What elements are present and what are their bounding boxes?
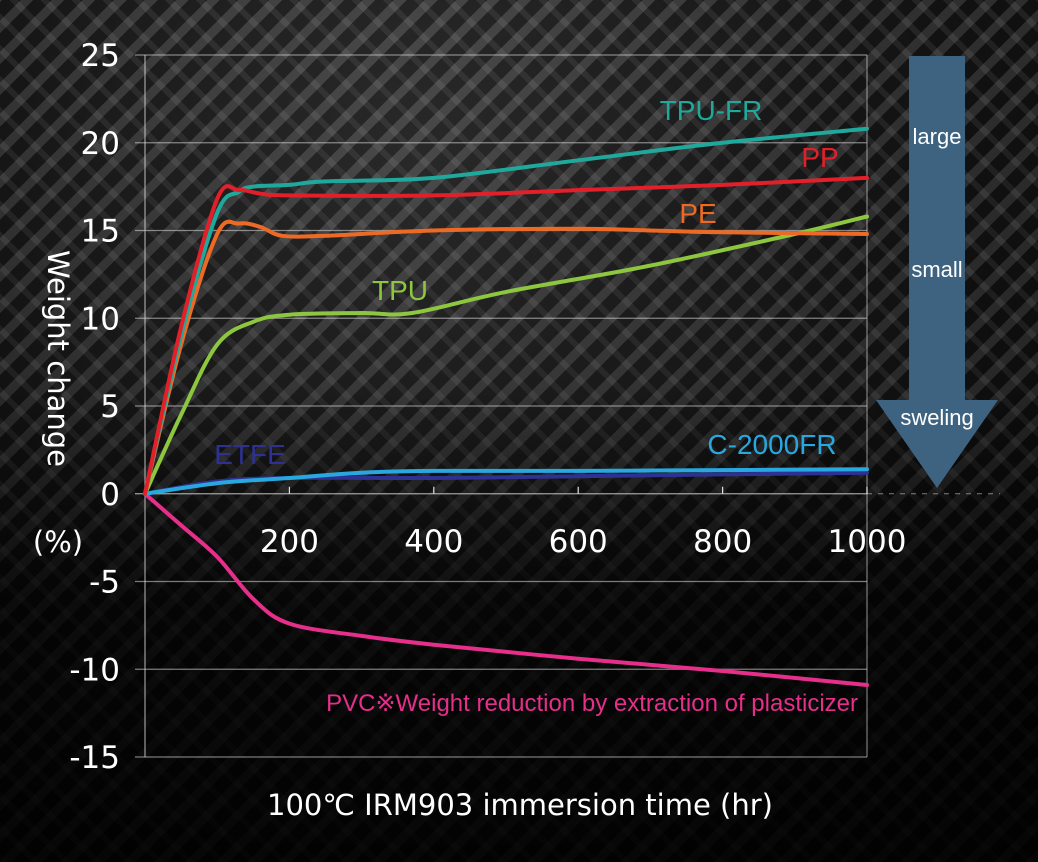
x-tick-label: 600: [549, 524, 608, 560]
axes: [135, 55, 1000, 757]
series-line-tpu: [143, 214, 869, 496]
x-tick-label: 200: [260, 524, 319, 560]
x-tick-label: 400: [404, 524, 463, 560]
series-label-etfe: ETFE: [214, 439, 286, 470]
arrow-label-large: large: [913, 124, 962, 149]
series-lines: [143, 126, 869, 687]
x-tick-label: 800: [693, 524, 752, 560]
x-axis-title: 100℃ IRM903 immersion time (hr): [267, 788, 773, 822]
y-axis-title: Weight change: [41, 250, 75, 467]
series-label-c-2000fr: C-2000FR: [707, 429, 836, 460]
series-line-tpu-fr: [143, 126, 869, 496]
y-tick-label: 20: [81, 126, 120, 162]
y-tick-label: 15: [81, 214, 120, 250]
series-label-tpu: TPU: [372, 275, 428, 306]
series-line-pe: [143, 219, 869, 496]
y-tick-label: 25: [81, 38, 120, 74]
series-line-etfe: [143, 470, 869, 496]
series-label-pp: PP: [801, 142, 838, 173]
arrow-label-small: small: [911, 257, 962, 282]
y-tick-label: 5: [100, 389, 120, 425]
x-tick-label: 1000: [828, 524, 907, 560]
y-tick-label: -10: [69, 652, 120, 688]
swelling-arrow: large small sweling: [876, 56, 998, 488]
series-line-pp: [143, 175, 869, 496]
y-tick-label: 0: [100, 477, 120, 513]
series-labels: TPU-FR PP PE TPU ETFE C-2000FR PVC※Weight redu…: [214, 95, 858, 717]
series-line-pvc: [143, 491, 869, 687]
series-label-pvc: PVC※Weight reduction by extraction of pl…: [326, 690, 858, 717]
series-label-tpu-fr: TPU-FR: [660, 95, 763, 126]
arrow-label-sweling: sweling: [900, 405, 973, 430]
y-tick-label: -5: [89, 565, 120, 601]
y-tick-label: -15: [69, 740, 120, 776]
y-tick-label: 10: [81, 301, 120, 337]
series-line-c-2000fr: [143, 467, 869, 496]
series-label-pe: PE: [679, 198, 716, 229]
tick-labels: 25 20 15 10 5 0 -5 -10 -15 200 400 600 800 1000: [69, 38, 906, 776]
down-arrow-shape: [876, 56, 998, 488]
y-axis-unit: (%): [33, 525, 83, 559]
